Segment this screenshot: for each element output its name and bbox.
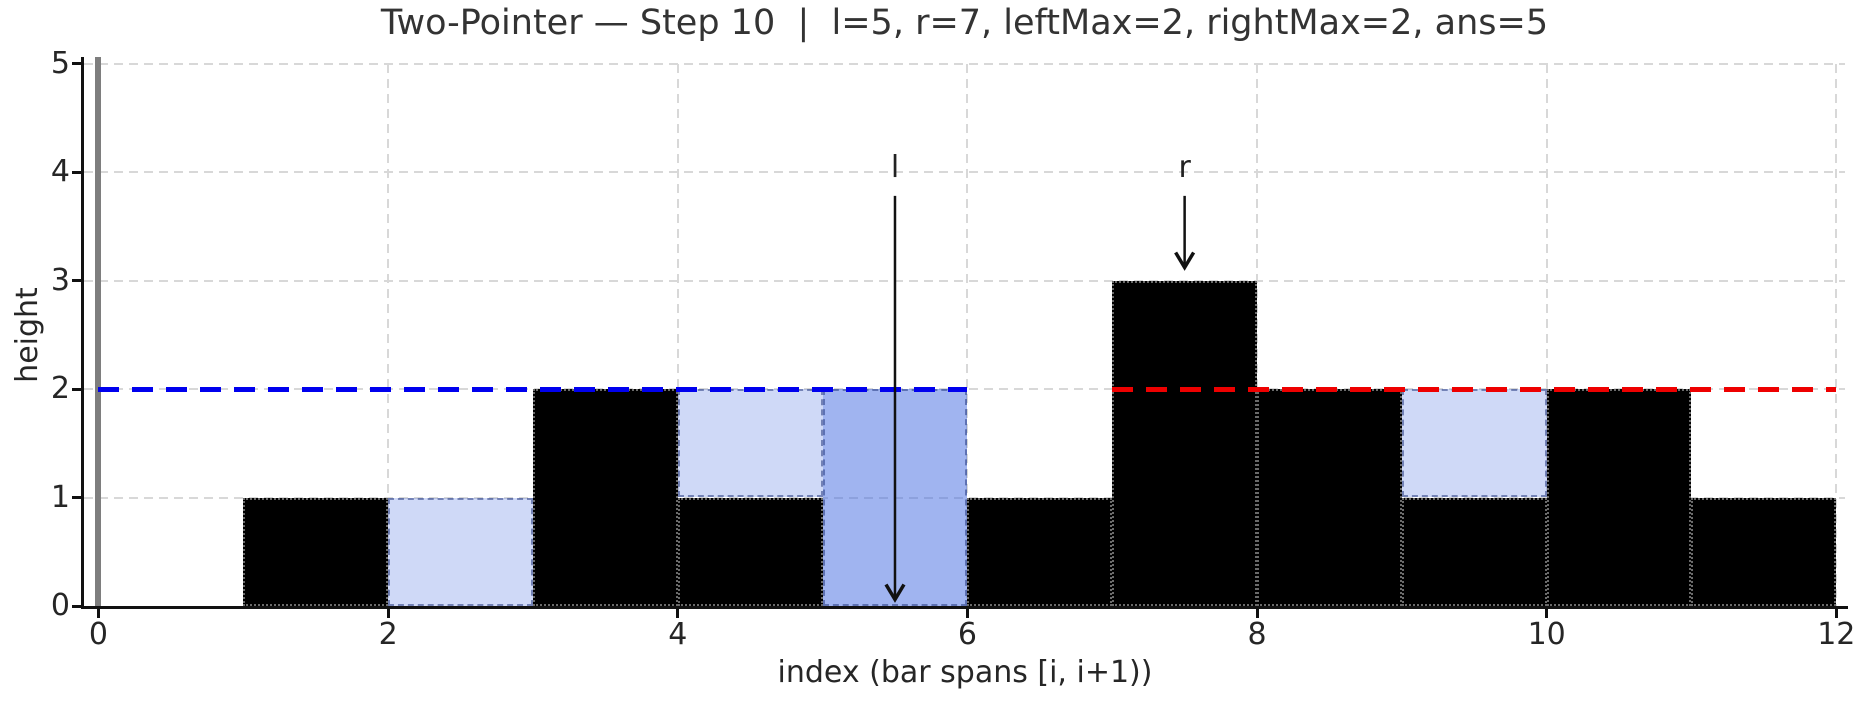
histogram-bar [243, 497, 389, 606]
x-tick-mark [965, 609, 969, 618]
gridline-horizontal [84, 279, 1845, 282]
y-tick-label: 3 [50, 262, 70, 298]
y-tick-label: 0 [50, 588, 70, 623]
histogram-bar [532, 389, 678, 606]
histogram-bar [1691, 497, 1837, 606]
x-tick-label: 0 [88, 617, 109, 652]
leftmax-line [98, 386, 968, 392]
rightmax-line [1112, 386, 1837, 392]
x-tick-label: 6 [957, 617, 977, 652]
x-tick-mark [1545, 609, 1549, 618]
r-pointer-label: r [1178, 149, 1191, 185]
y-tick-mark [72, 279, 81, 282]
histogram-bar [1257, 389, 1402, 606]
x-tick-label: 2 [378, 617, 398, 652]
y-tick-label: 5 [50, 45, 70, 81]
x-tick-mark [676, 609, 680, 618]
x-tick-label: 10 [1527, 617, 1566, 652]
gridline-vertical [1256, 63, 1259, 606]
histogram-bar [967, 497, 1113, 606]
y-tick-mark [72, 170, 81, 174]
axes-spines [81, 57, 1848, 609]
x-tick-mark [1834, 609, 1838, 618]
histogram-bar [1401, 497, 1547, 606]
x-tick-mark [386, 609, 390, 618]
zero-wall-line [95, 57, 102, 606]
x-tick-mark [1255, 609, 1259, 618]
x-tick-label: 8 [1247, 617, 1267, 652]
gridline-vertical [387, 63, 390, 606]
water-cell [677, 389, 823, 498]
y-tick-mark [72, 387, 81, 391]
gridline-vertical [966, 63, 969, 606]
y-tick-mark [72, 604, 81, 608]
histogram-bar [1112, 280, 1258, 606]
histogram-bar [677, 497, 823, 606]
histogram-bar [1546, 389, 1692, 606]
gridline-vertical [1545, 63, 1548, 606]
gridline-vertical [1835, 63, 1838, 606]
x-tick-label: 12 [1817, 617, 1856, 652]
l-pointer-arrowhead [884, 583, 906, 603]
y-tick-mark [72, 496, 81, 499]
gridline-horizontal [84, 62, 1845, 65]
y-tick-label: 1 [50, 479, 70, 515]
water-cell [1401, 389, 1547, 498]
y-tick-label: 2 [50, 371, 70, 406]
l-pointer-label: l [890, 149, 900, 185]
chart-title: Two-Pointer — Step 10 | l=5, r=7, leftMa… [380, 3, 1549, 43]
x-tick-mark [96, 609, 100, 618]
y-tick-mark [72, 62, 81, 65]
y-tick-label: 4 [50, 154, 70, 189]
water-cell [388, 497, 533, 606]
x-axis-label: index (bar spans [i, i+1)) [777, 655, 1153, 690]
gridline-horizontal [84, 171, 1845, 173]
gridline-vertical [676, 63, 679, 606]
x-tick-label: 4 [668, 617, 688, 652]
r-pointer-arrowhead [1174, 251, 1196, 271]
